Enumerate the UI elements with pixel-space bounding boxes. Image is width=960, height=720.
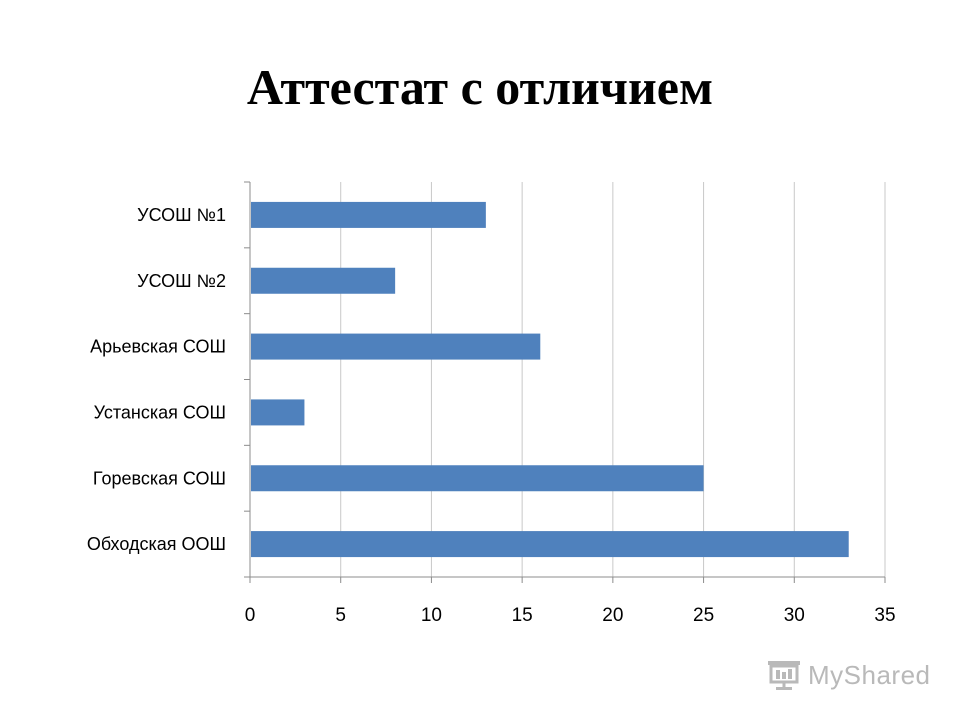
category-label: УСОШ №2	[137, 271, 226, 291]
x-tick-label: 35	[874, 605, 895, 626]
x-tick-label: 15	[512, 605, 533, 626]
x-tick-label: 10	[421, 605, 442, 626]
category-label: Устанская СОШ	[94, 402, 226, 422]
x-tick-label: 0	[245, 605, 256, 626]
x-tick-label: 30	[784, 605, 805, 626]
x-tick-label: 25	[693, 605, 714, 626]
bar	[251, 531, 849, 558]
gridlines	[340, 182, 886, 577]
bar	[251, 267, 396, 294]
presentation-icon	[768, 661, 800, 690]
category-label: Обходская ООШ	[87, 534, 226, 554]
x-tick-label: 20	[602, 605, 623, 626]
x-tick-label: 5	[335, 605, 346, 626]
slide-title: Аттестат с отличием	[246, 59, 714, 115]
axes	[244, 181, 886, 583]
watermark-logo: MyShared	[766, 655, 931, 695]
bar	[251, 201, 486, 228]
bar	[251, 399, 305, 426]
watermark-text: MyShared	[808, 659, 931, 690]
bar	[251, 465, 704, 492]
category-label: УСОШ №1	[137, 205, 226, 225]
bar	[251, 333, 541, 360]
bars	[251, 201, 849, 558]
category-label: Арьевская СОШ	[90, 337, 226, 357]
labels: 0 5 10 15 20 25 30 35 УСОШ №1 УСОШ №2 Арьевская СО…	[87, 205, 896, 626]
category-label: Горевская СОШ	[93, 468, 226, 488]
